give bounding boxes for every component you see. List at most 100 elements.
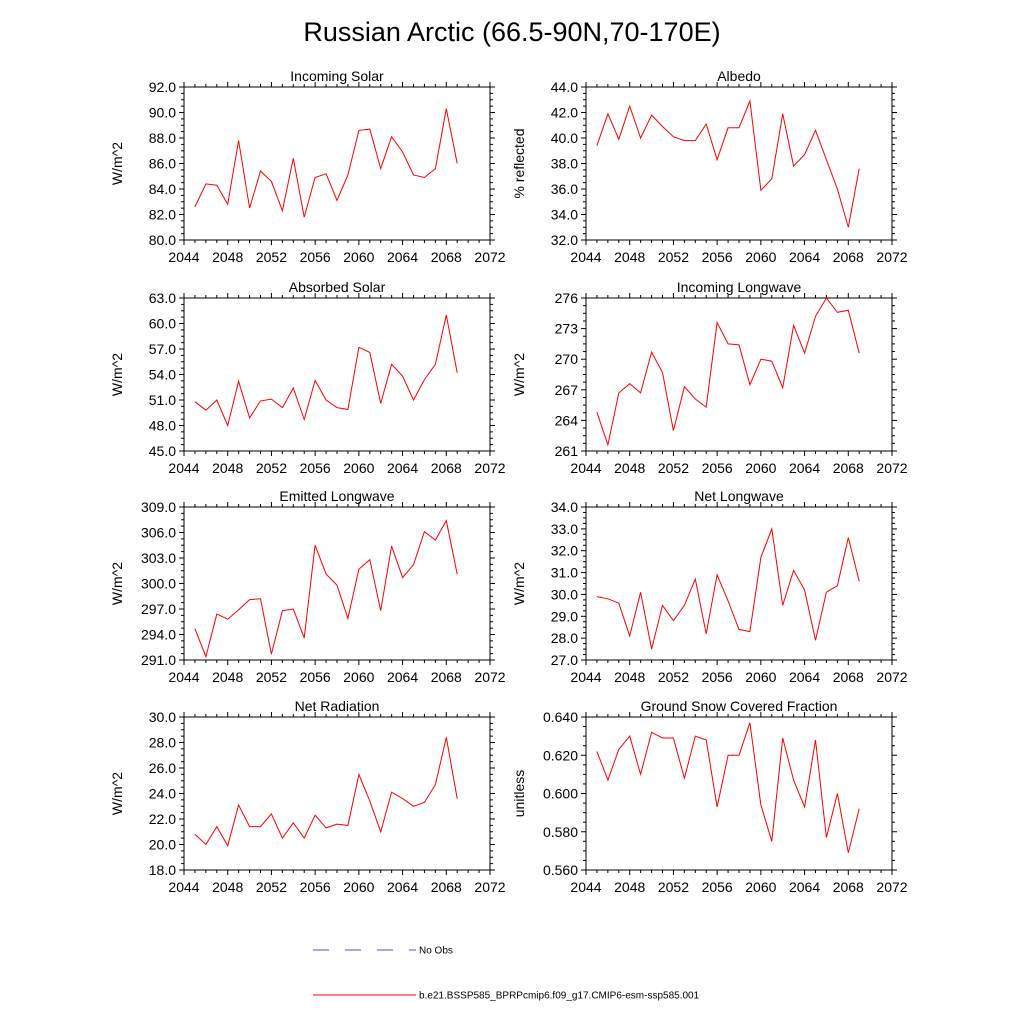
x-tick-label: 2060 — [745, 249, 776, 265]
y-tick-label: 0.600 — [543, 786, 578, 802]
x-tick-label: 2052 — [658, 249, 689, 265]
y-tick-label: 48.0 — [149, 418, 176, 434]
y-tick-label: 27.0 — [551, 652, 578, 668]
panel-title: Absorbed Solar — [289, 279, 386, 295]
series-line — [194, 314, 458, 428]
x-tick-label: 2060 — [343, 669, 374, 685]
panel-title: Albedo — [717, 68, 761, 84]
y-axis-label: unitless — [511, 770, 527, 817]
y-tick-label: 90.0 — [149, 105, 176, 121]
y-tick-label: 42.0 — [551, 105, 578, 121]
y-tick-label: 276 — [555, 290, 579, 306]
y-tick-label: 28.0 — [149, 735, 176, 751]
x-tick-label: 2072 — [876, 460, 907, 476]
y-tick-label: 309.0 — [141, 499, 176, 515]
panel-title: Net Longwave — [694, 488, 784, 504]
x-tick-label: 2044 — [168, 669, 199, 685]
chart-panel-3: Incoming Longwave 2044 2048 2052 2056 2060 206… — [511, 279, 908, 476]
y-tick-label: 294.0 — [141, 627, 176, 643]
x-tick-label: 2060 — [745, 669, 776, 685]
x-tick-label: 2052 — [658, 879, 689, 895]
chart-panel-0: Incoming Solar 2044 2048 2052 2056 2060 2064 20… — [109, 68, 506, 265]
x-tick-label: 2048 — [212, 249, 243, 265]
y-tick-label: 18.0 — [149, 862, 176, 878]
plot-frame — [183, 506, 491, 661]
y-tick-label: 297.0 — [141, 601, 176, 617]
x-tick-label: 2068 — [431, 669, 462, 685]
x-tick-label: 2072 — [474, 249, 505, 265]
x-tick-label: 2044 — [570, 460, 601, 476]
y-tick-label: 20.0 — [149, 837, 176, 853]
y-tick-label: 0.580 — [543, 824, 578, 840]
x-tick-label: 2064 — [789, 460, 820, 476]
x-tick-label: 2048 — [614, 669, 645, 685]
y-tick-label: 31.0 — [551, 565, 578, 581]
x-tick-label: 2044 — [570, 879, 601, 895]
y-tick-label: 291.0 — [141, 652, 176, 668]
x-tick-label: 2064 — [387, 249, 418, 265]
y-tick-label: 33.0 — [551, 521, 578, 537]
series-line — [596, 297, 860, 447]
y-tick-label: 63.0 — [149, 290, 176, 306]
chart-panel-5: Net Longwave 2044 2048 2052 2056 2060 2064 2068… — [511, 488, 908, 685]
y-tick-label: 306.0 — [141, 525, 176, 541]
series-line — [194, 519, 458, 659]
x-tick-label: 2044 — [168, 460, 199, 476]
y-tick-label: 22.0 — [149, 811, 176, 827]
y-tick-label: 82.0 — [149, 207, 176, 223]
series-line — [194, 737, 458, 848]
y-tick-label: 60.0 — [149, 316, 176, 332]
chart-panel-1: Albedo 2044 2048 2052 2056 2060 2064 2068 2072 32… — [511, 68, 908, 265]
x-tick-label: 2056 — [702, 879, 733, 895]
y-tick-label: 92.0 — [149, 79, 176, 95]
x-tick-label: 2044 — [168, 249, 199, 265]
series-line — [194, 108, 458, 218]
y-tick-label: 34.0 — [551, 207, 578, 223]
y-tick-label: 270 — [555, 351, 579, 367]
legend: No Obs b.e21.BSSP585_BPRPcmip6.f09_g17.C… — [313, 946, 700, 1002]
x-tick-label: 2072 — [474, 460, 505, 476]
plot-frame — [183, 297, 491, 452]
x-tick-label: 2060 — [745, 879, 776, 895]
y-tick-label: 32.0 — [551, 232, 578, 248]
y-tick-label: 24.0 — [149, 786, 176, 802]
x-tick-label: 2064 — [789, 249, 820, 265]
y-tick-label: 264 — [555, 412, 579, 428]
x-tick-label: 2068 — [833, 879, 864, 895]
x-tick-label: 2068 — [833, 249, 864, 265]
x-tick-label: 2052 — [658, 460, 689, 476]
x-tick-label: 2048 — [614, 460, 645, 476]
figure-title: Russian Arctic (66.5-90N,70-170E) — [303, 17, 720, 47]
y-tick-label: 45.0 — [149, 443, 176, 459]
x-tick-label: 2072 — [474, 669, 505, 685]
panel-title: Ground Snow Covered Fraction — [641, 698, 838, 714]
y-tick-label: 40.0 — [551, 130, 578, 146]
panels-group: Incoming Solar 2044 2048 2052 2056 2060 2064 20… — [109, 68, 908, 895]
y-axis-label: W/m^2 — [109, 562, 125, 605]
x-tick-label: 2048 — [614, 249, 645, 265]
plot-frame — [183, 86, 491, 241]
x-tick-label: 2044 — [570, 249, 601, 265]
chart-panel-7: Ground Snow Covered Fraction 2044 2048 2052… — [511, 698, 908, 895]
x-tick-label: 2068 — [431, 460, 462, 476]
plot-frame — [585, 297, 893, 452]
x-tick-label: 2064 — [387, 460, 418, 476]
y-tick-label: 30.0 — [149, 709, 176, 725]
x-tick-label: 2060 — [343, 460, 374, 476]
x-tick-label: 2064 — [387, 669, 418, 685]
x-tick-label: 2052 — [256, 460, 287, 476]
y-tick-label: 0.640 — [543, 709, 578, 725]
y-tick-label: 267 — [555, 382, 579, 398]
x-tick-label: 2072 — [876, 669, 907, 685]
plot-frame — [585, 506, 893, 661]
y-tick-label: 28.0 — [551, 630, 578, 646]
y-tick-label: 84.0 — [149, 181, 176, 197]
x-tick-label: 2056 — [702, 460, 733, 476]
plot-frame — [183, 716, 491, 871]
x-tick-label: 2048 — [212, 460, 243, 476]
plot-frame — [585, 86, 893, 241]
y-tick-label: 88.0 — [149, 130, 176, 146]
series-line — [596, 526, 860, 650]
series-line — [596, 722, 860, 853]
y-tick-label: 30.0 — [551, 586, 578, 602]
